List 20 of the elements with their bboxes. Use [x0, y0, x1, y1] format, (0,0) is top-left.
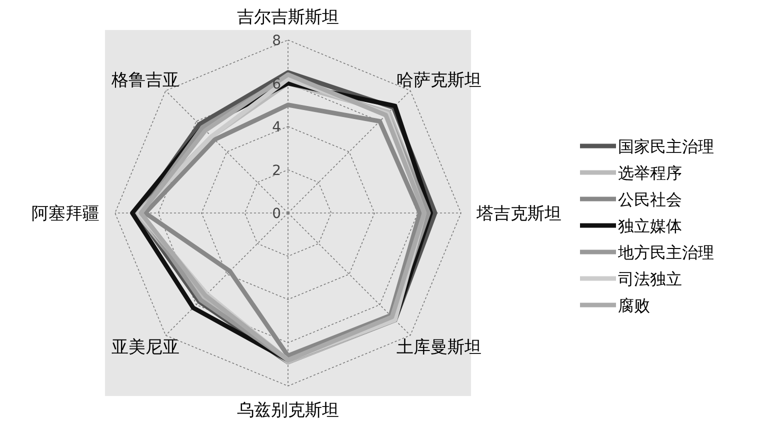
legend-label: 腐败 — [618, 296, 650, 315]
legend-label: 公民社会 — [618, 190, 682, 209]
y-tick-label: 4 — [272, 120, 282, 136]
spoke-label: 土库曼斯坦 — [396, 337, 482, 358]
legend-label: 国家民主治理 — [618, 137, 714, 156]
y-tick-label: 6 — [272, 76, 282, 92]
legend-label: 地方民主治理 — [617, 243, 714, 262]
legend-label: 选举程序 — [618, 164, 682, 182]
spoke-label: 阿塞拜疆 — [31, 204, 100, 224]
y-tick-label: 2 — [272, 162, 281, 179]
legend-label: 独立媒体 — [618, 216, 682, 236]
spoke-label: 乌兹别克斯坦 — [237, 400, 339, 421]
spoke-label: 格鲁吉亚 — [110, 70, 180, 91]
spoke-label: 塔吉克斯坦 — [476, 204, 562, 224]
spoke-label: 吉尔吉斯斯坦 — [237, 7, 339, 28]
y-tick-label: 8 — [272, 33, 281, 49]
spoke-label: 哈萨克斯坦 — [396, 70, 482, 91]
spoke-label: 亚美尼亚 — [112, 337, 180, 358]
y-tick-label: 0 — [272, 206, 281, 222]
legend-label: 司法独立 — [618, 270, 682, 288]
